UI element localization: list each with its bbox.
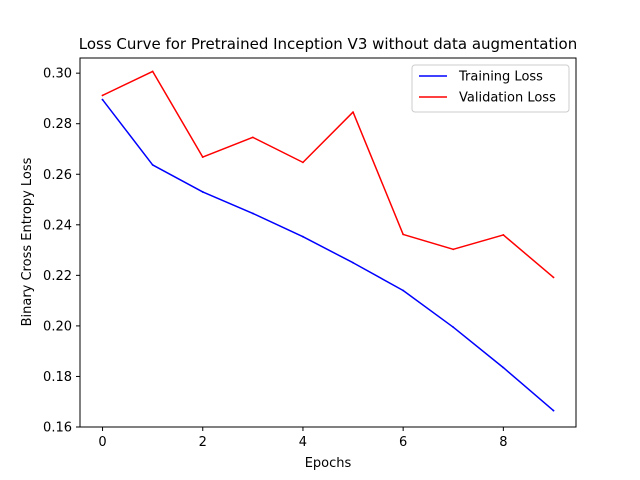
series-point bbox=[452, 326, 455, 329]
axes-frame bbox=[79, 57, 577, 428]
y-axis-label: Binary Cross Entropy Loss bbox=[20, 157, 35, 326]
x-axis-ticks: 0 2 4 6 8 bbox=[98, 427, 507, 450]
series-point bbox=[251, 212, 254, 215]
series-point bbox=[502, 234, 505, 236]
legend-label: Validation Loss bbox=[459, 91, 556, 106]
legend-label: Training Loss bbox=[458, 70, 543, 85]
x-tick-label: 2 bbox=[199, 435, 207, 450]
series-point bbox=[201, 156, 204, 158]
legend-box bbox=[411, 64, 570, 113]
series-point bbox=[302, 235, 304, 238]
series-point bbox=[502, 366, 505, 369]
y-tick-label: 0.16 bbox=[43, 421, 72, 436]
series-point bbox=[552, 409, 555, 412]
x-tick-label: 8 bbox=[499, 435, 507, 450]
series-line-validation-loss bbox=[101, 70, 555, 279]
series-point bbox=[452, 248, 455, 251]
series-point bbox=[151, 70, 154, 73]
series-point bbox=[201, 191, 204, 193]
series-point bbox=[302, 161, 304, 164]
series-line-training-loss bbox=[101, 98, 555, 412]
plot-area bbox=[101, 70, 555, 412]
x-tick-label: 4 bbox=[299, 435, 307, 450]
legend: Training Loss Validation Loss bbox=[411, 64, 570, 113]
y-tick-label: 0.22 bbox=[43, 269, 72, 284]
x-axis-label: Epochs bbox=[305, 456, 352, 471]
series-point bbox=[352, 111, 354, 113]
series-point bbox=[101, 98, 104, 101]
y-tick-label: 0.28 bbox=[43, 117, 72, 132]
x-tick-label: 6 bbox=[399, 435, 407, 450]
y-axis-ticks: 0.16 0.18 0.20 0.22 0.24 0.26 0.28 0.30 bbox=[43, 67, 80, 436]
series-point bbox=[402, 233, 405, 236]
series-point bbox=[151, 164, 154, 166]
y-tick-label: 0.26 bbox=[43, 168, 72, 183]
series-point bbox=[352, 261, 354, 264]
y-tick-label: 0.24 bbox=[43, 218, 72, 233]
series-point bbox=[101, 94, 104, 97]
chart-title: Loss Curve for Pretrained Inception V3 w… bbox=[79, 35, 577, 53]
series-point bbox=[402, 289, 405, 292]
series-point bbox=[251, 136, 254, 139]
x-tick-label: 0 bbox=[98, 435, 106, 450]
series-point bbox=[552, 276, 555, 279]
y-tick-label: 0.20 bbox=[43, 319, 72, 334]
y-tick-label: 0.18 bbox=[43, 370, 72, 385]
y-tick-label: 0.30 bbox=[43, 67, 72, 82]
